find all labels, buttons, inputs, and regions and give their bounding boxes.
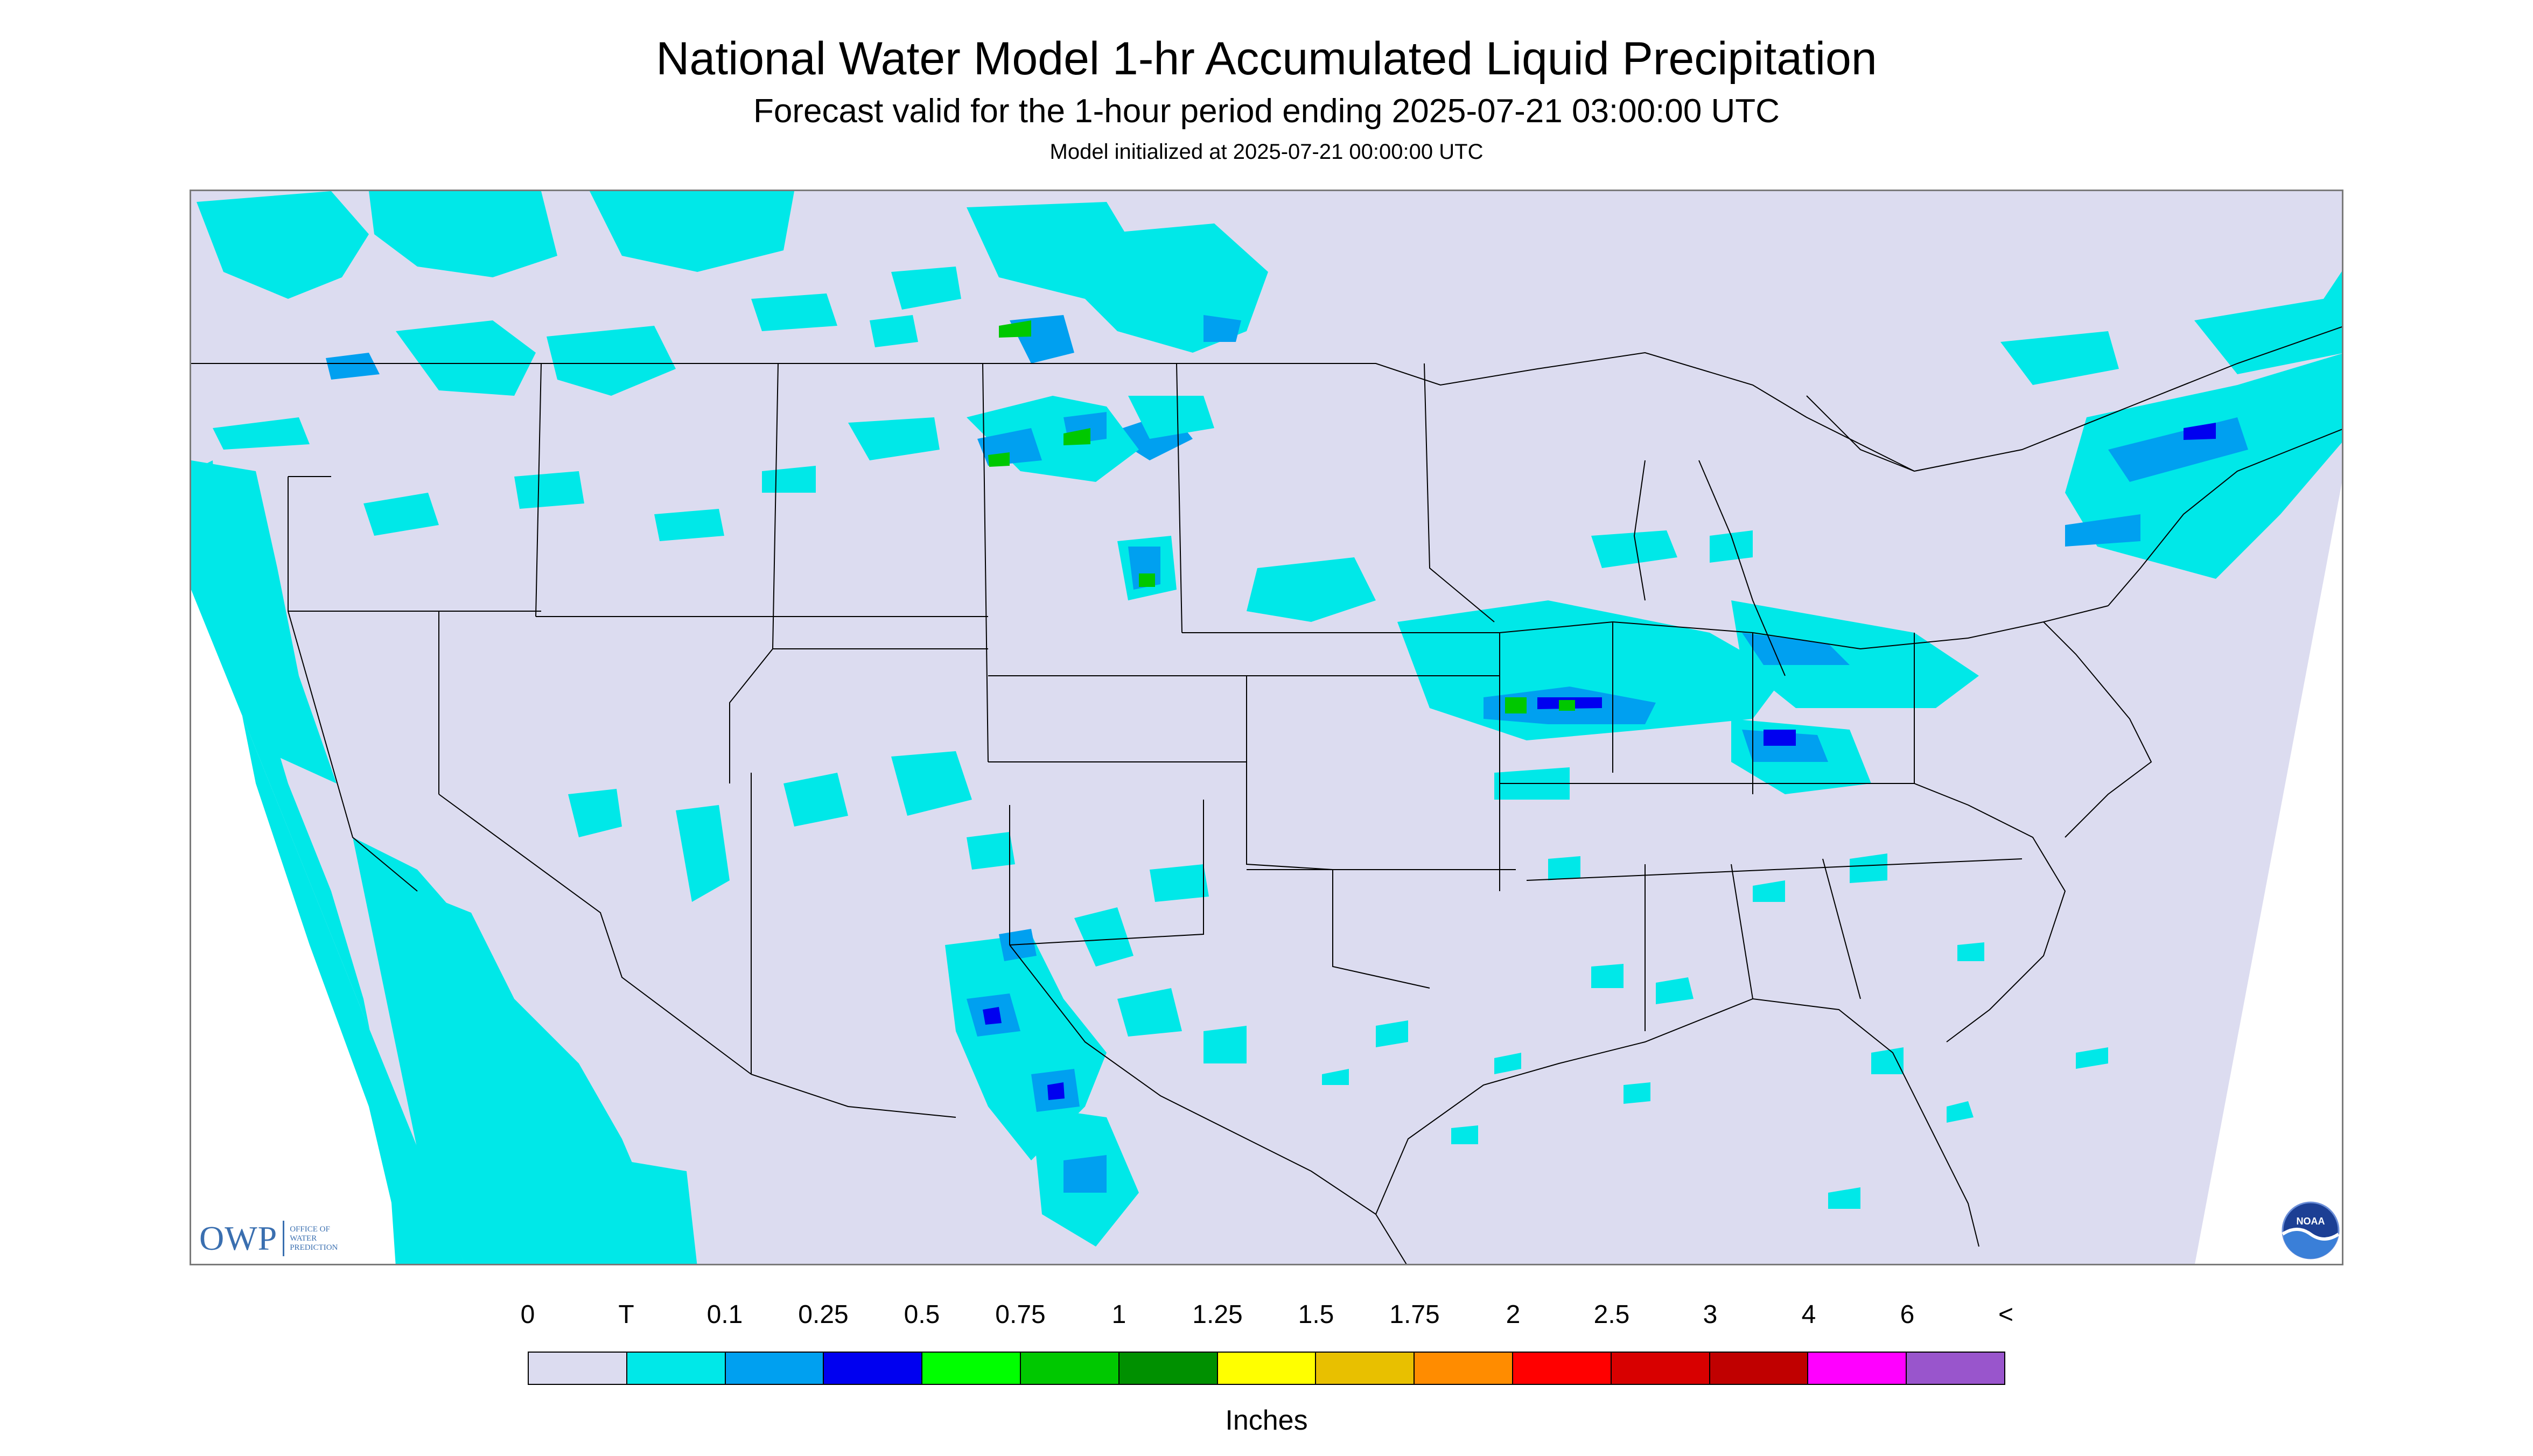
legend-swatch xyxy=(627,1353,726,1384)
ohio-valley-green-precip xyxy=(1505,697,1575,713)
legend-label: 6 xyxy=(1900,1300,1915,1329)
legend-units: Inches xyxy=(1225,1405,1308,1436)
owp-logo-subtext: OFFICE OF WATER PREDICTION xyxy=(290,1224,338,1252)
owp-logo-text: OWP xyxy=(199,1219,278,1257)
legend-label: 1.5 xyxy=(1298,1300,1334,1329)
legend-label: 0 xyxy=(520,1300,535,1329)
legend-swatch xyxy=(725,1353,824,1384)
legend-swatch xyxy=(1513,1353,1612,1384)
noaa-logo-text: NOAA xyxy=(2297,1216,2325,1227)
legend-swatch xyxy=(1710,1353,1809,1384)
boundary-lines xyxy=(191,326,2342,1264)
owp-logo: OWP OFFICE OF WATER PREDICTION xyxy=(199,1218,338,1259)
legend-swatch xyxy=(1316,1353,1415,1384)
legend-label: 1 xyxy=(1111,1300,1126,1329)
legend-label: 1.75 xyxy=(1389,1300,1440,1329)
legend-swatch xyxy=(529,1353,627,1384)
legend-labels: 0 T 0.1 0.25 0.5 0.75 1 1.25 1.5 1.75 2 … xyxy=(0,1302,2533,1334)
map-domain-area xyxy=(191,191,2342,1264)
legend-color-bar xyxy=(528,1352,2005,1385)
legend-swatch xyxy=(922,1353,1021,1384)
legend-label: 1.25 xyxy=(1192,1300,1243,1329)
northern-plains-heavy-precip xyxy=(988,320,1155,587)
legend-swatch xyxy=(1907,1353,2004,1384)
southeast-scattered-precip xyxy=(1322,853,2108,1209)
map-title: National Water Model 1-hr Accumulated Li… xyxy=(656,33,1877,85)
legend-swatch xyxy=(1020,1353,1119,1384)
legend-swatch xyxy=(1808,1353,1907,1384)
legend-label: 4 xyxy=(1801,1300,1816,1329)
southwest-precip xyxy=(568,751,1247,1264)
legend-label: 0.25 xyxy=(798,1300,849,1329)
model-init-line: Model initialized at 2025-07-21 00:00:00… xyxy=(1049,140,1484,164)
legend-swatch xyxy=(1119,1353,1218,1384)
legend-swatch xyxy=(1611,1353,1710,1384)
noaa-logo-icon: NOAA xyxy=(2282,1201,2340,1259)
southwest-heavy-precip xyxy=(983,1007,1065,1100)
legend-label: T xyxy=(618,1300,634,1329)
legend-label: 3 xyxy=(1703,1300,1718,1329)
legend-label: 0.5 xyxy=(904,1300,940,1329)
legend-swatch xyxy=(1415,1353,1513,1384)
legend-label: 0.75 xyxy=(995,1300,1046,1329)
precipitation-map xyxy=(190,190,2343,1265)
legend-label: 2.5 xyxy=(1593,1300,1630,1329)
owp-logo-divider xyxy=(283,1221,285,1256)
nw-coast-precip xyxy=(191,460,337,783)
legend-swatch xyxy=(1217,1353,1317,1384)
canada-precip-clusters xyxy=(197,191,1268,541)
map-canvas xyxy=(191,191,2342,1264)
map-subtitle: Forecast valid for the 1-hour period end… xyxy=(753,93,1780,130)
legend-swatch xyxy=(824,1353,923,1384)
legend-label: 0.1 xyxy=(706,1300,743,1329)
baja-precip xyxy=(417,891,654,1264)
legend-label: < xyxy=(1998,1300,2014,1329)
legend-label: 2 xyxy=(1506,1300,1521,1329)
